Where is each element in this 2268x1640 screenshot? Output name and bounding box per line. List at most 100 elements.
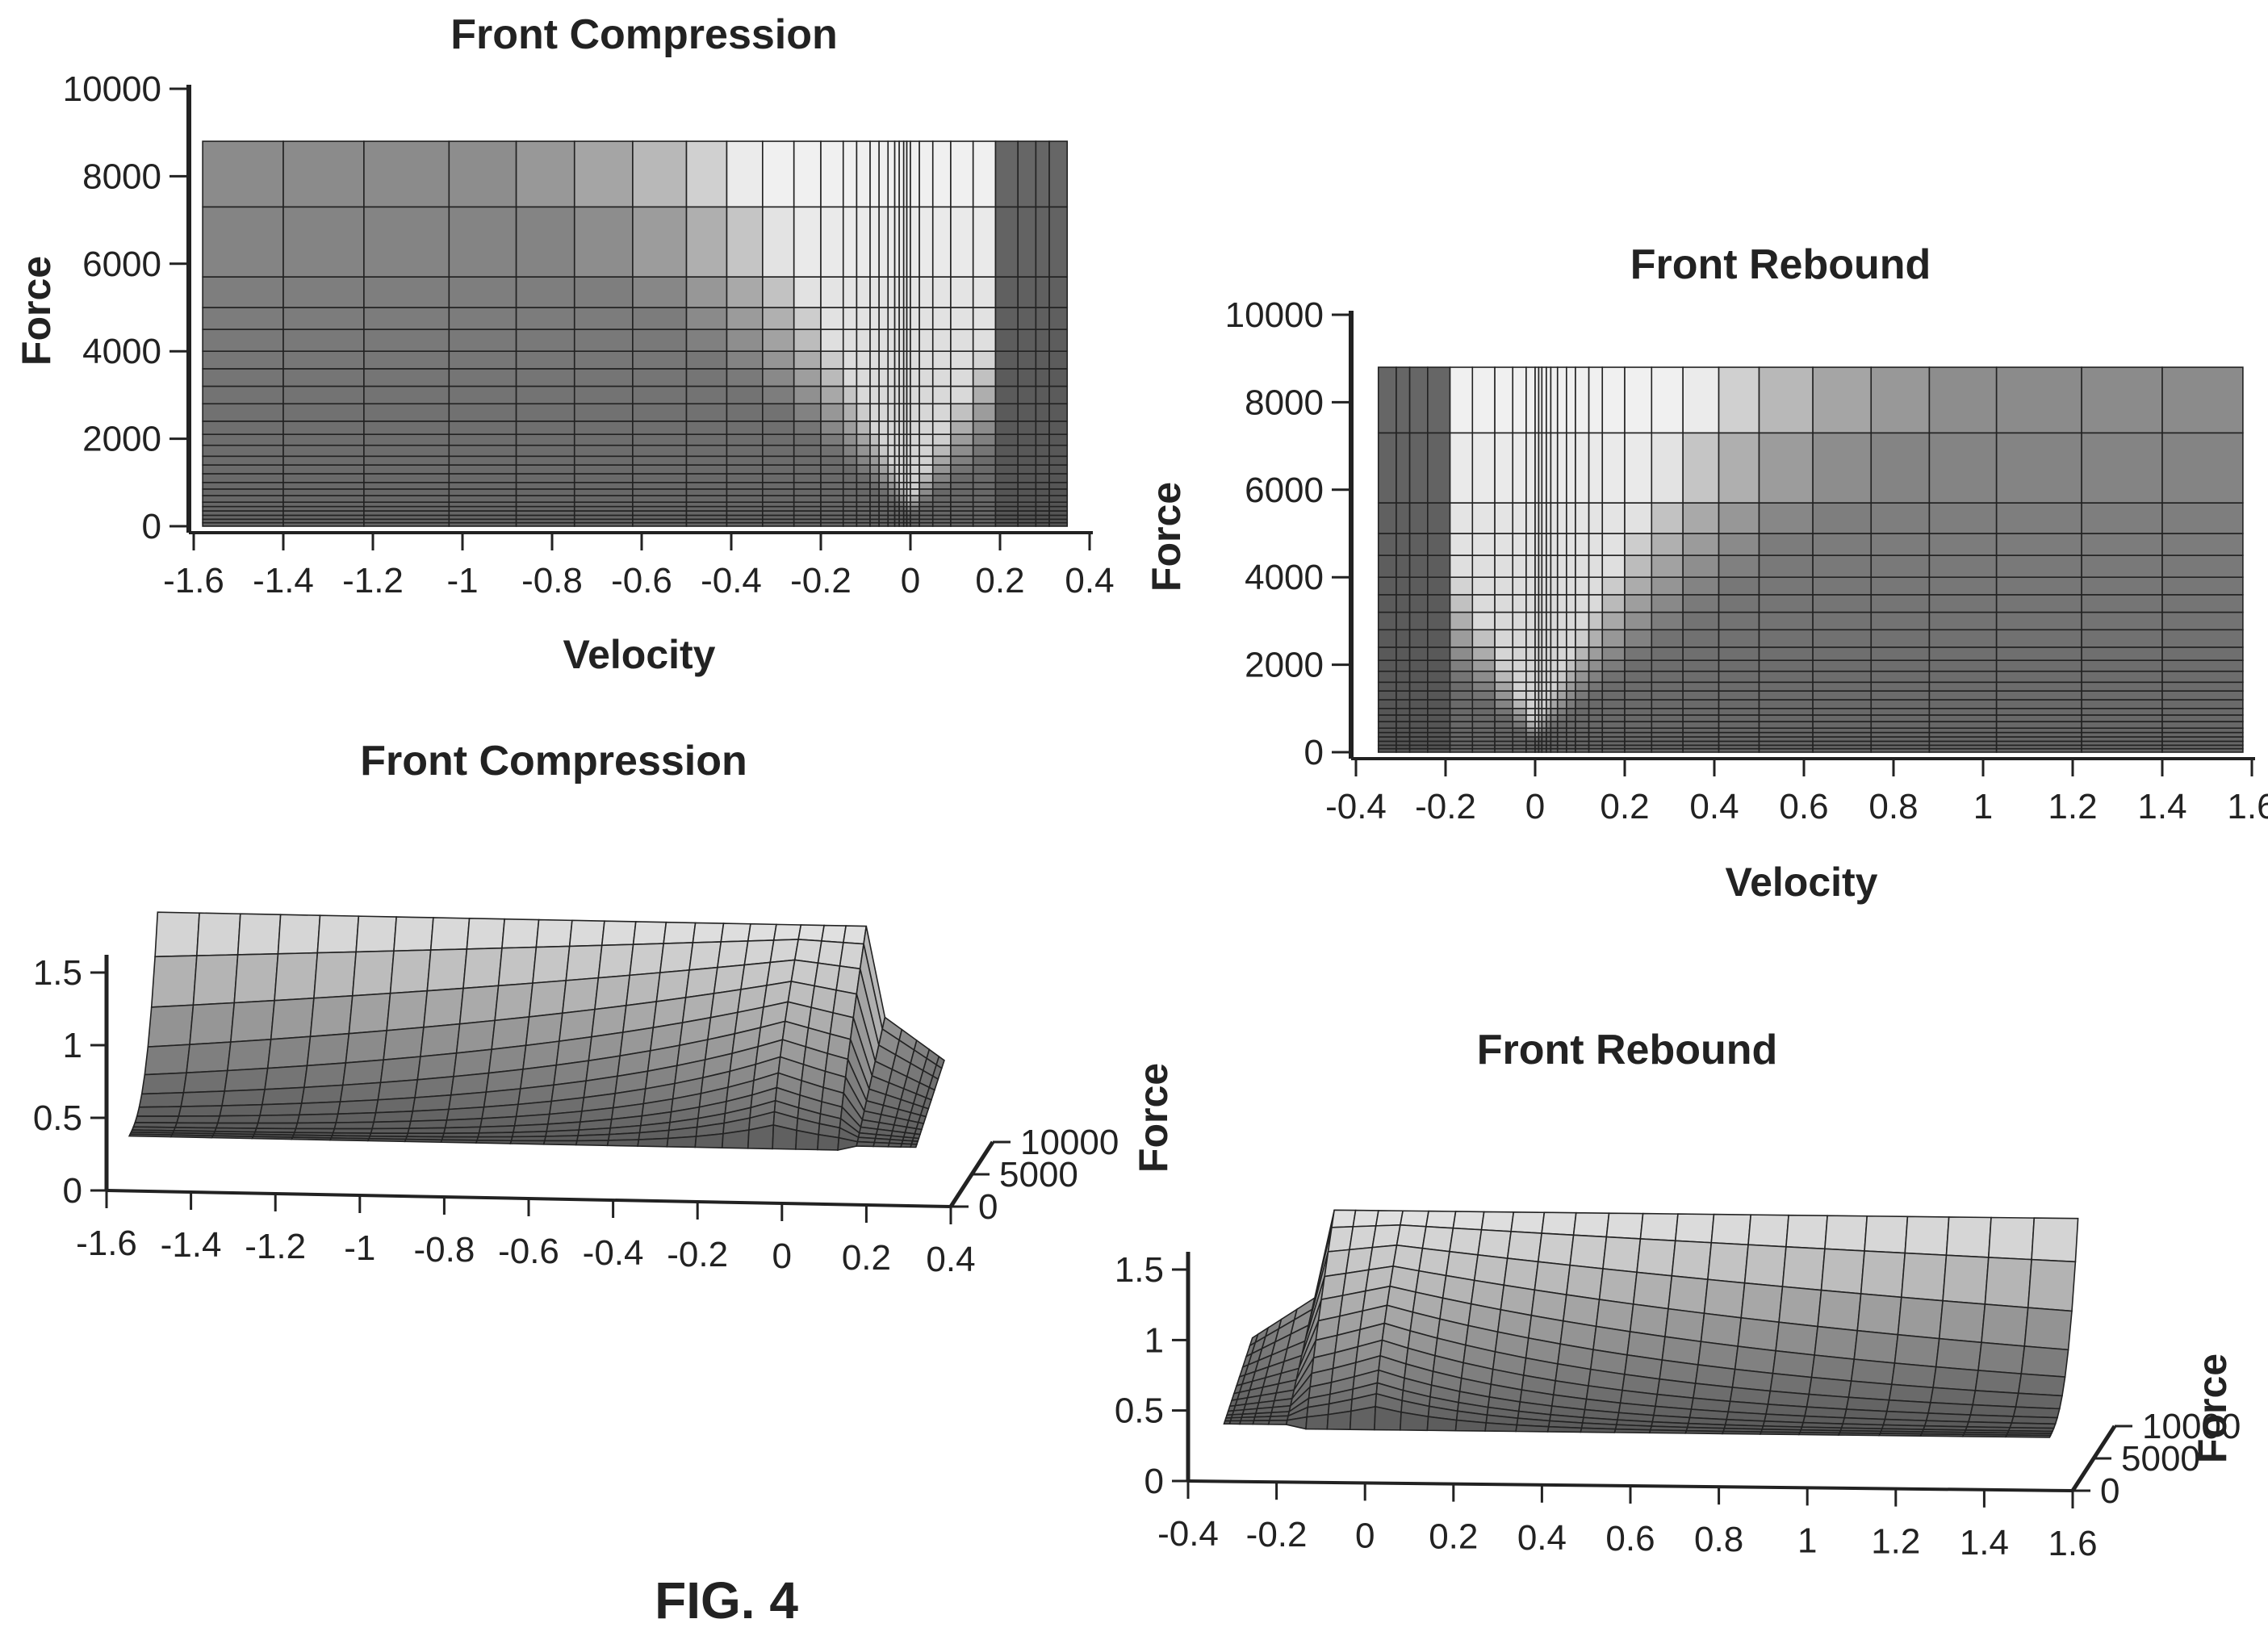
heatmap-cell	[1550, 629, 1559, 648]
heatmap-cell	[1494, 629, 1514, 648]
x-tick-label: -1	[344, 1228, 375, 1268]
surface-patch	[772, 923, 802, 941]
heatmap-cell	[931, 481, 952, 490]
heatmap-cell	[931, 206, 952, 278]
heatmap-cell	[898, 501, 905, 508]
x-axis-label: Velocity	[563, 632, 716, 677]
heatmap-cell	[1718, 502, 1760, 534]
heatmap-cell	[1651, 690, 1684, 701]
x-tick-label: -1.6	[76, 1224, 137, 1263]
x-tick-label: -0.8	[413, 1230, 475, 1270]
heatmap-cell	[1995, 533, 2082, 556]
heatmap-cell	[842, 307, 858, 330]
surface-patch	[393, 916, 434, 952]
heatmap-cell	[573, 328, 634, 353]
heatmap-cell	[1718, 646, 1760, 661]
heatmap-cell	[1377, 576, 1397, 596]
surface-patch	[1775, 1321, 1818, 1356]
x-tick-label: 0.2	[975, 561, 1024, 600]
heatmap-cell	[820, 328, 844, 353]
heatmap-cell	[1035, 385, 1050, 405]
y-tick-label: 5000	[2121, 1439, 2200, 1479]
heatmap-cell	[1541, 690, 1547, 701]
heatmap-cell	[1494, 611, 1514, 631]
heatmap-cell	[1546, 736, 1552, 743]
heatmap-cell	[1995, 681, 2082, 692]
heatmap-cell	[1812, 576, 1873, 596]
surface-patch	[1814, 1325, 1859, 1360]
heatmap-cell	[202, 455, 284, 466]
heatmap-cell	[573, 420, 634, 435]
heatmap-cell	[950, 385, 974, 405]
heatmap-cell	[972, 473, 997, 483]
heatmap-cell	[448, 473, 517, 483]
heatmap-cell	[950, 510, 974, 517]
heatmap-cell	[1035, 488, 1050, 496]
heatmap-cell	[869, 350, 880, 370]
heatmap-cell	[363, 385, 450, 405]
surface-patch	[1238, 1420, 1255, 1425]
heatmap-cell	[1870, 659, 1931, 672]
heatmap-cell	[887, 433, 896, 446]
heatmap-cell	[1624, 670, 1653, 684]
heatmap-cell	[1651, 366, 1684, 434]
surface-patch	[1981, 1303, 2029, 1347]
surface-patch	[1747, 1214, 1789, 1248]
heatmap-cell	[1427, 576, 1451, 596]
heatmap-cell	[1995, 432, 2082, 504]
heatmap-cell	[1758, 731, 1814, 738]
tick-labels: 00.511.5-0.4 -0.2 0 0.2 0.4 0.6 0.8 1 1.2 1.4 1.60…	[1115, 1250, 2241, 1563]
surface-patch	[1890, 1362, 1937, 1389]
heatmap-cell	[910, 140, 920, 208]
heatmap-cell	[762, 403, 795, 422]
heatmap-cell	[910, 433, 920, 446]
heatmap-cell	[820, 495, 844, 503]
heatmap-cell	[1035, 276, 1050, 308]
heatmap-cell	[1035, 328, 1050, 353]
heatmap-cell	[632, 495, 688, 503]
heatmap-cell	[1525, 629, 1536, 648]
heatmap-cell	[1624, 554, 1653, 578]
surface-patch	[1938, 1299, 1986, 1344]
heatmap-cell	[931, 473, 952, 483]
heatmap-cell	[1651, 502, 1684, 534]
heatmap-cell	[1566, 714, 1576, 722]
heatmap-cell	[887, 420, 896, 435]
y-tick-label: 0	[978, 1187, 998, 1227]
heatmap-cell	[1471, 432, 1496, 504]
heatmap-cell	[1525, 727, 1536, 734]
heatmap-cell	[282, 276, 365, 308]
heatmap-cell	[202, 276, 284, 308]
heatmap-cell	[1812, 533, 1873, 556]
heatmap-cell	[878, 444, 889, 458]
heatmap-cell	[632, 368, 688, 387]
surface-patch	[261, 1086, 305, 1106]
heatmap-cell	[1566, 707, 1576, 716]
heatmap-cell	[1512, 432, 1527, 504]
z-tick-label: 1	[1144, 1320, 1164, 1360]
heatmap-cell	[1556, 727, 1567, 734]
heatmap-cell	[1870, 690, 1931, 701]
heatmap-cell	[820, 473, 844, 483]
surface-patch	[306, 1032, 350, 1067]
heatmap-cell	[632, 433, 688, 446]
heatmap-cell	[1546, 576, 1552, 596]
surface-patch	[1743, 1244, 1787, 1287]
surface-patch	[328, 1137, 370, 1142]
heatmap-cell	[1870, 699, 1931, 709]
heatmap-cell	[1377, 731, 1397, 738]
surface-patch	[1668, 1274, 1709, 1315]
surface-patch	[491, 1016, 530, 1051]
heatmap-cell	[820, 368, 844, 387]
heatmap-cell	[931, 455, 952, 466]
heatmap-cell	[910, 455, 920, 466]
surface-patch	[1399, 1210, 1429, 1228]
x-tick-label: 1.2	[1871, 1522, 1920, 1562]
heatmap-cell	[869, 495, 880, 503]
heatmap-cell	[685, 403, 728, 422]
y-tick-label: 4000	[1245, 558, 1324, 597]
heatmap-cell	[878, 455, 889, 466]
heatmap-cell	[1396, 659, 1411, 672]
x-tick-label: -1.2	[245, 1227, 306, 1266]
